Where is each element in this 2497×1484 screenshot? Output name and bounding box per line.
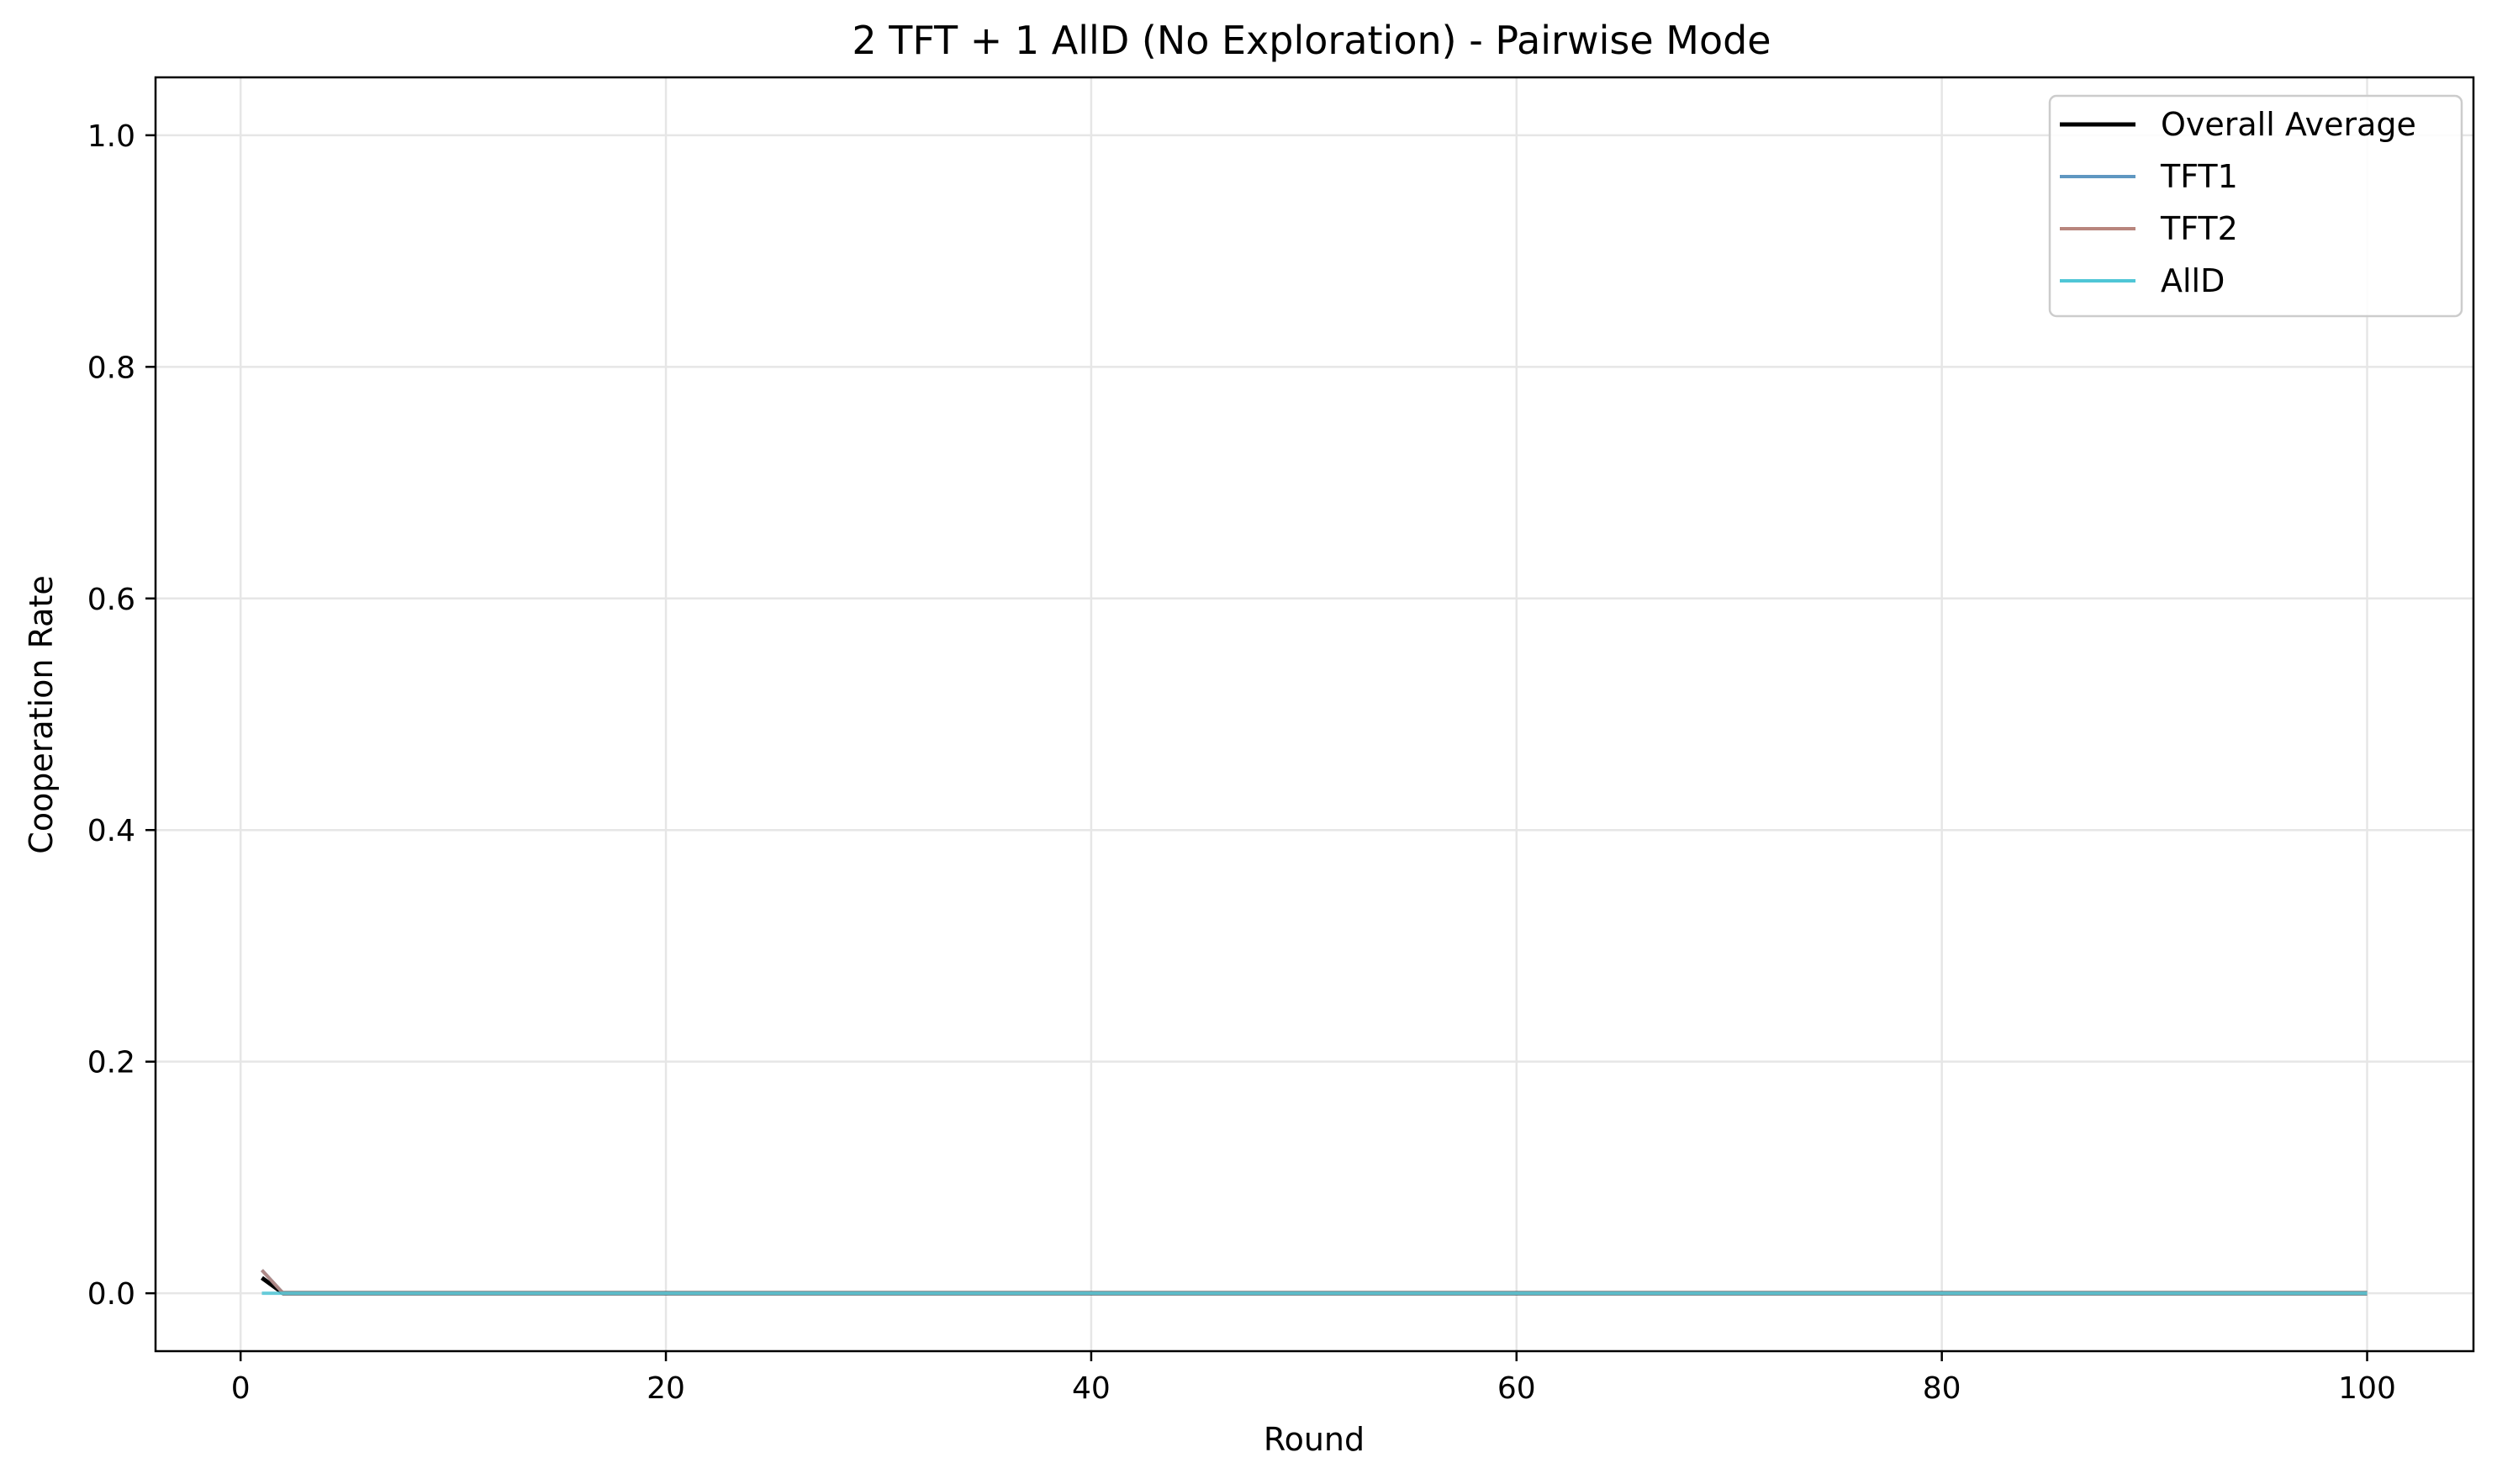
y-tick-label: 0.8 bbox=[87, 351, 135, 385]
legend-label: TFT2 bbox=[2160, 210, 2238, 247]
x-axis: 0 20 40 60 80 100 bbox=[231, 1351, 2396, 1406]
y-tick-label: 1.0 bbox=[87, 119, 135, 154]
y-axis: 0.0 0.2 0.4 0.6 0.8 1.0 bbox=[87, 119, 156, 1312]
legend-label: Overall Average bbox=[2161, 106, 2416, 143]
x-axis-label: Round bbox=[1264, 1421, 1365, 1458]
x-tick-label: 0 bbox=[231, 1371, 251, 1406]
x-tick-label: 40 bbox=[1072, 1371, 1111, 1406]
legend: Overall Average TFT1 TFT2 AllD bbox=[2048, 94, 2463, 318]
y-tick-label: 0.0 bbox=[87, 1277, 135, 1312]
series-line-overall-average bbox=[261, 1275, 2368, 1296]
series-line-tft2 bbox=[260, 1269, 2368, 1296]
y-tick-label: 0.2 bbox=[87, 1046, 135, 1080]
x-tick-label: 100 bbox=[2338, 1371, 2396, 1406]
y-tick-label: 0.6 bbox=[87, 583, 135, 617]
x-tick-label: 60 bbox=[1497, 1371, 1536, 1406]
chart-title: 2 TFT + 1 AllD (No Exploration) - Pairwi… bbox=[852, 18, 1771, 63]
series-line-tft1 bbox=[260, 1269, 2368, 1296]
legend-label: AllD bbox=[2161, 262, 2225, 299]
x-tick-label: 20 bbox=[647, 1371, 685, 1406]
x-tick-label: 80 bbox=[1923, 1371, 1961, 1406]
y-axis-label: Cooperation Rate bbox=[23, 575, 60, 853]
y-tick-label: 0.4 bbox=[87, 814, 135, 848]
series-lines bbox=[260, 1269, 2368, 1296]
plot-frame bbox=[154, 76, 2475, 1353]
legend-box bbox=[2048, 94, 2463, 318]
legend-label: TFT1 bbox=[2160, 158, 2238, 195]
